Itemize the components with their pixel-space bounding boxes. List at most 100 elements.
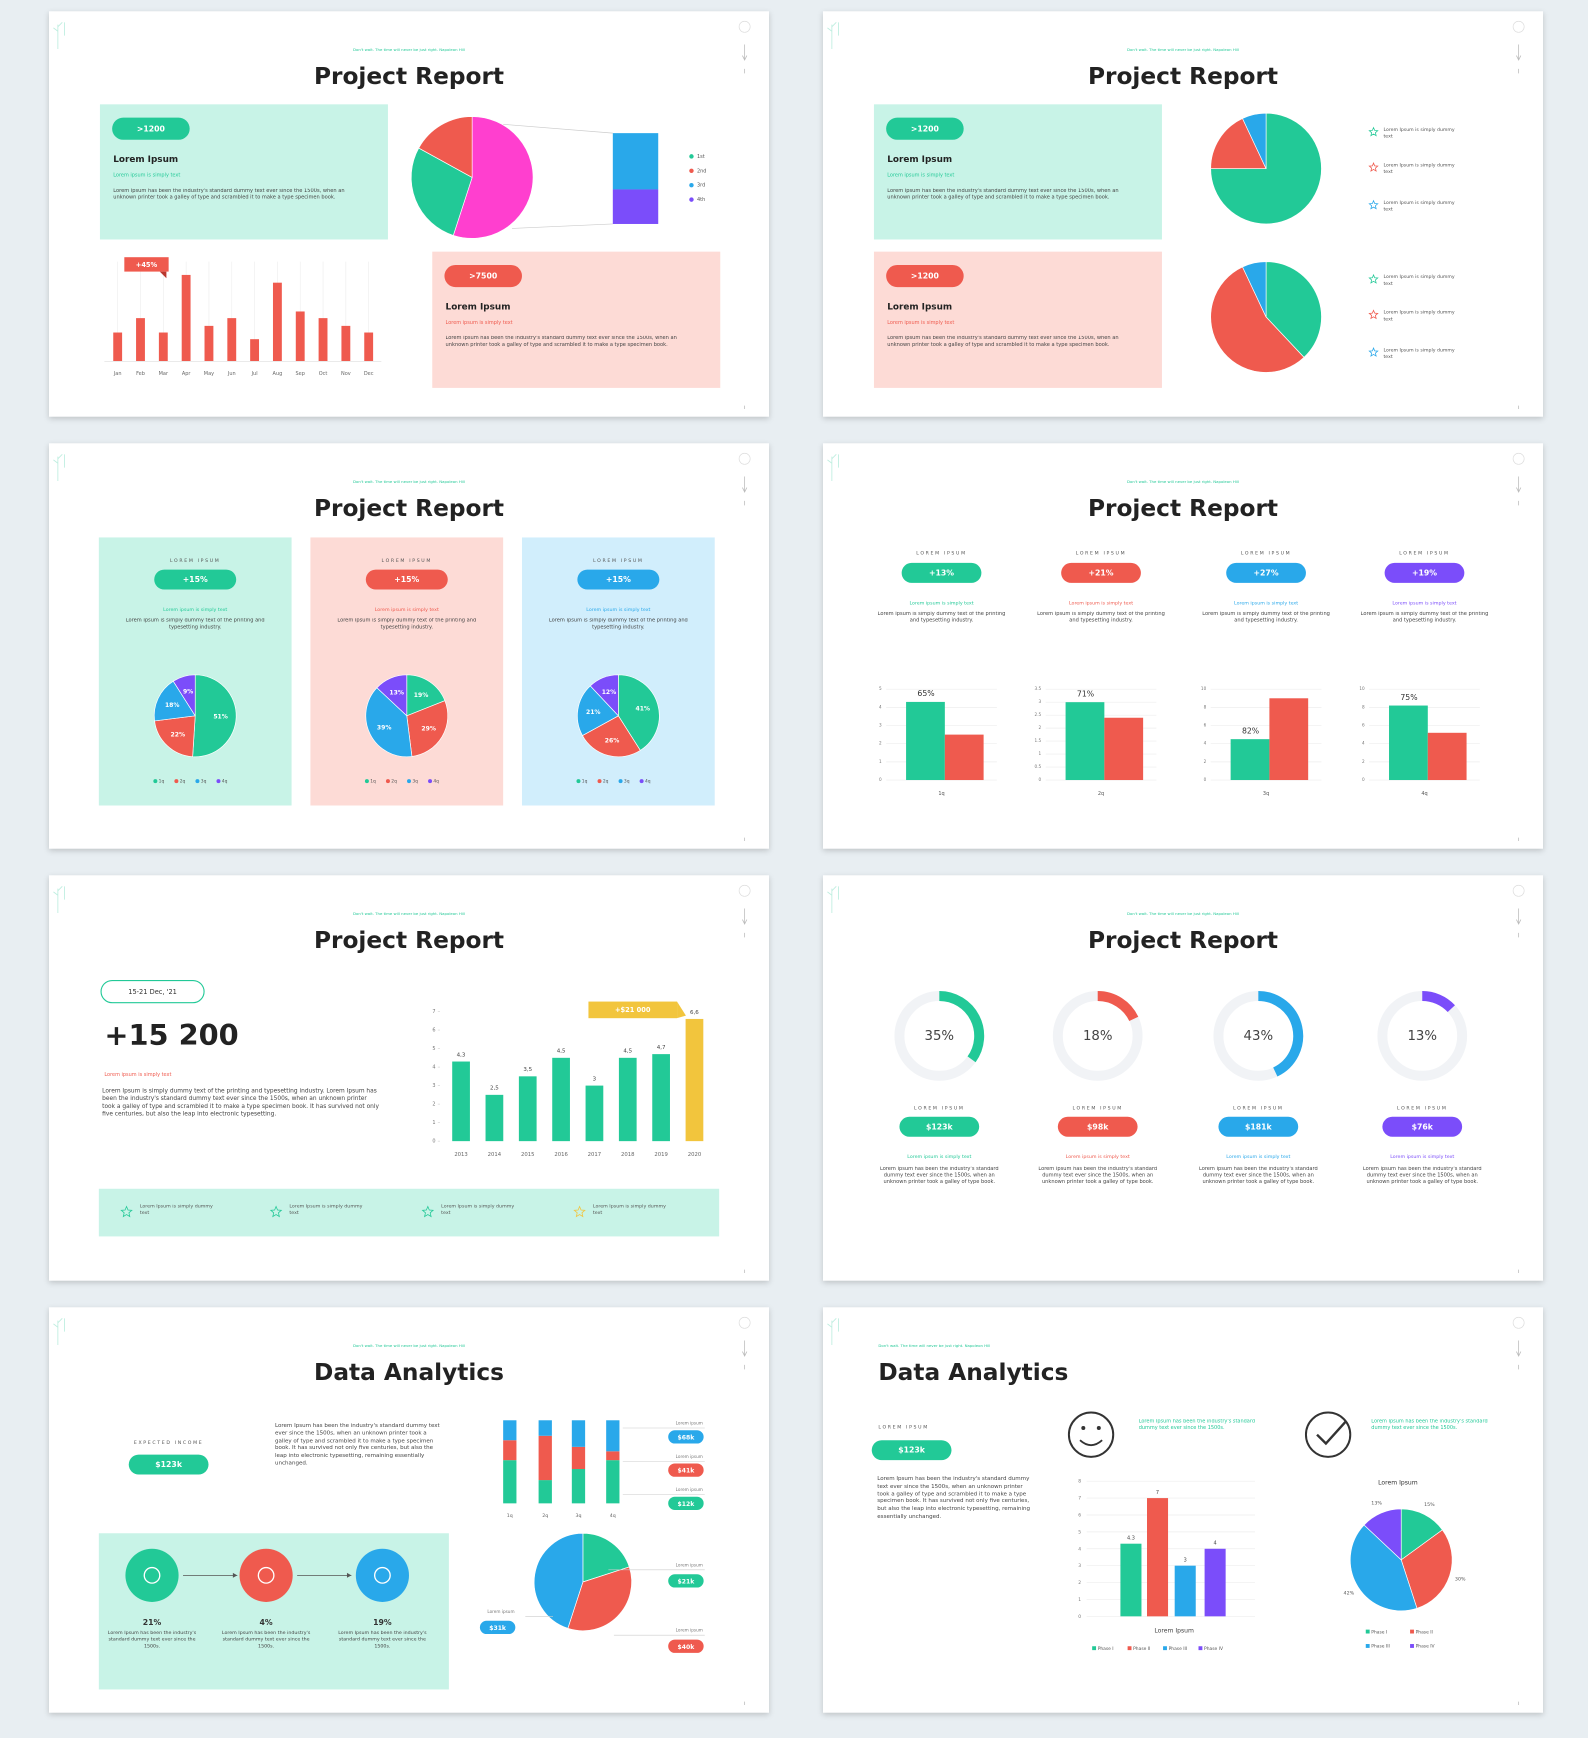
y-tick-label: 1.5 <box>1035 738 1042 743</box>
badge <box>479 1620 516 1635</box>
legend-label: 1q <box>370 779 376 785</box>
annotation-flag <box>124 257 169 272</box>
connector <box>503 123 613 134</box>
x-tick-label: 2016 <box>554 1152 568 1158</box>
x-tick-label: 2019 <box>654 1152 667 1158</box>
paragraph: Lorem Ipsum has been the industry's stan… <box>1198 1166 1318 1186</box>
donut-label: 13% <box>1407 1029 1437 1044</box>
y-tick-label: 8 <box>1362 704 1365 709</box>
badge-text: $76k <box>1412 1122 1434 1131</box>
paragraph-box: Lorem Ipsum is simply dummy text of the … <box>102 1087 379 1119</box>
bar-segment <box>606 1420 620 1452</box>
badge-text: $68k <box>678 1434 696 1441</box>
income-label: EXPECTED INCOME <box>134 1440 204 1446</box>
check-mark <box>1316 1420 1347 1446</box>
star-icon <box>1368 347 1379 357</box>
side-decoration <box>1516 476 1522 841</box>
corner-decoration <box>827 22 839 49</box>
badge-text: $181k <box>1245 1122 1273 1131</box>
bar <box>552 1057 570 1142</box>
bar <box>136 318 145 362</box>
y-tick-label: 5 <box>432 1046 435 1052</box>
legend-label: 3q <box>201 779 207 785</box>
tagline: Don't wait. The time will never be just … <box>353 911 465 916</box>
legend-label: Phase III <box>1169 1646 1188 1652</box>
box-heading: Lorem Ipsum <box>887 155 952 165</box>
pie-slice <box>154 715 196 758</box>
x-tick-label: 2014 <box>488 1152 502 1158</box>
badge-text: +19% <box>1412 568 1437 577</box>
check-icon <box>1304 1411 1352 1458</box>
donut-arc <box>1097 991 1139 1022</box>
corner-decoration <box>53 22 65 49</box>
connector <box>512 223 613 229</box>
x-tick-label: Oct <box>319 371 328 377</box>
paragraph-box: Lorem Ipsum is simply dummy text <box>140 1204 213 1216</box>
y-tick-label: 7 <box>1078 1496 1081 1502</box>
arrow-head <box>346 1572 352 1578</box>
y-tick-label: 3 <box>432 1083 435 1089</box>
badge-text: $123k <box>926 1122 954 1131</box>
legend-swatch <box>1163 1646 1167 1651</box>
star-icon <box>120 1205 133 1218</box>
bar-segment <box>538 1480 552 1504</box>
y-tick-label: 6 <box>1204 723 1207 728</box>
tagline: Don't wait. The time will never be just … <box>353 1343 465 1348</box>
bar <box>1427 732 1467 781</box>
x-tick-label: Mar <box>159 371 169 377</box>
side-decoration <box>1516 44 1522 409</box>
y-tick-label: 6 <box>1362 723 1365 728</box>
callout-label: Lorem ipsum <box>676 1454 703 1459</box>
paragraph: Lorem Ipsum is simply dummy text of the … <box>102 1087 379 1119</box>
box-subheading: Lorem ipsum is simply text <box>446 320 513 326</box>
legend-swatch <box>618 779 623 784</box>
pie-slice <box>577 685 619 736</box>
y-tick-label: 3 <box>1078 1563 1081 1569</box>
badge <box>577 569 660 590</box>
x-tick-label: 2018 <box>621 1152 635 1158</box>
legend-label: 4q <box>645 779 651 785</box>
column-label: LOREM IPSUM <box>1076 550 1127 556</box>
slide: Don't wait. The time will never be just … <box>823 1307 1543 1713</box>
badge <box>1382 1116 1463 1137</box>
badge <box>154 569 237 590</box>
bar <box>685 1018 704 1142</box>
y-tick-label: 2 <box>432 1102 435 1108</box>
slide: Don't wait. The time will never be just … <box>49 11 769 417</box>
y-tick-label: 2 <box>879 741 882 746</box>
column-label: LOREM IPSUM <box>1072 1105 1123 1111</box>
value-label: 4.3 <box>1127 1536 1135 1542</box>
paragraph-box: Lorem Ipsum is simply dummy text <box>1383 347 1454 359</box>
y-tick-label: 4 <box>1362 741 1365 746</box>
slide-title: Data Analytics <box>878 1359 1068 1386</box>
column-label: LOREM IPSUM <box>916 550 967 556</box>
pie-slice <box>1210 118 1267 169</box>
x-tick-label: 2013 <box>454 1152 467 1158</box>
bar-segment <box>606 1460 620 1504</box>
page-number-dot <box>738 452 751 465</box>
y-tick-label: 3.5 <box>1035 686 1042 691</box>
annotation: +$21 000 <box>615 1006 651 1014</box>
slide-background <box>823 443 1543 849</box>
legend-label: 3q <box>412 779 418 785</box>
paragraph-box: Lorem Ipsum has been the industry's stan… <box>1363 1167 1482 1186</box>
legend-swatch <box>576 779 581 784</box>
process-icon <box>257 1566 275 1584</box>
process-icon <box>143 1566 161 1584</box>
star-icon <box>269 1205 283 1218</box>
legend-label: Phase III <box>1371 1644 1390 1650</box>
bar-segment <box>571 1420 586 1447</box>
paragraph-box: Lorem Ipsum is simply dummy text <box>1383 274 1454 286</box>
slice-label: 42% <box>1344 1591 1355 1597</box>
badge <box>112 117 190 140</box>
star-icon <box>573 1205 586 1218</box>
paragraph: Lorem Ipsum has been the industry's stan… <box>445 335 677 349</box>
badge <box>365 569 448 590</box>
y-tick-label: 6 <box>1078 1512 1081 1518</box>
y-tick-label: 10 <box>1201 686 1207 691</box>
value-label: 4,5 <box>557 1049 566 1055</box>
badge-text: $12k <box>678 1501 696 1508</box>
x-tick-label: 1q <box>938 791 944 797</box>
bar <box>227 318 237 362</box>
feature-text: Lorem Ipsum is simply dummy text <box>441 1204 515 1217</box>
